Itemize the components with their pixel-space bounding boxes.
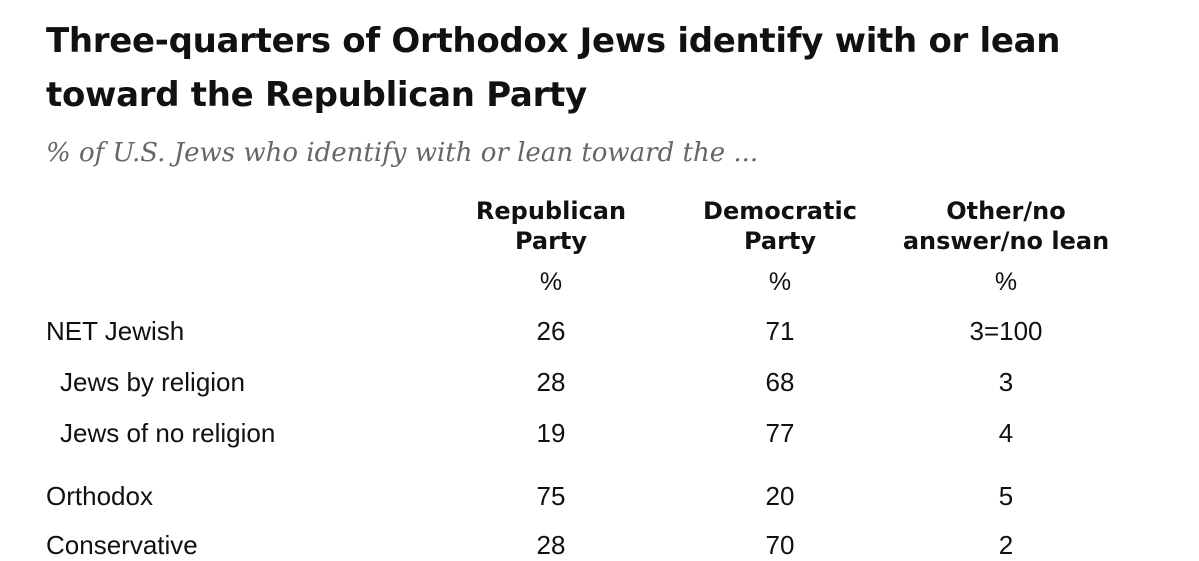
table-cell: 19 xyxy=(536,418,566,448)
table-cell: 2 xyxy=(998,530,1014,560)
table-cell: 70 xyxy=(765,530,795,560)
table-cell: 71 xyxy=(765,316,795,346)
table-cell: 28 xyxy=(536,530,566,560)
unit-label: % xyxy=(539,268,563,296)
row-label: NET Jewish xyxy=(46,316,185,346)
unit-label: % xyxy=(994,268,1018,296)
table-cell: 75 xyxy=(536,481,566,511)
column-header-democratic: Democratic Party xyxy=(680,196,880,256)
table-cell: 20 xyxy=(765,481,795,511)
unit-label: % xyxy=(768,268,792,296)
row-label: Jews by religion xyxy=(60,367,245,397)
row-label: Conservative xyxy=(46,530,198,560)
column-header-line: Republican xyxy=(475,197,627,225)
chart-subtitle: % of U.S. Jews who identify with or lean… xyxy=(46,138,759,168)
column-header-line: Party xyxy=(514,227,588,255)
table-cell: 28 xyxy=(536,367,566,397)
row-label: Jews of no religion xyxy=(60,418,276,448)
table-cell: 5 xyxy=(998,481,1014,511)
table-cell: 68 xyxy=(765,367,795,397)
column-header-line: answer/no lean xyxy=(902,227,1110,255)
table-cell: 3 xyxy=(998,367,1014,397)
chart-title: Three-quarters of Orthodox Jews identify… xyxy=(46,21,1061,115)
row-label: Orthodox xyxy=(46,481,153,511)
table-cell: 26 xyxy=(536,316,566,346)
table-cell: 77 xyxy=(765,418,795,448)
column-header-line: Party xyxy=(743,227,817,255)
table-cell: 3=100 xyxy=(969,316,1043,346)
column-header-line: Other/no xyxy=(946,197,1066,225)
column-header-other: Other/no answer/no lean xyxy=(880,196,1132,256)
table-cell: 4 xyxy=(998,418,1014,448)
column-header-republican: Republican Party xyxy=(451,196,651,256)
column-header-line: Democratic xyxy=(703,197,857,225)
